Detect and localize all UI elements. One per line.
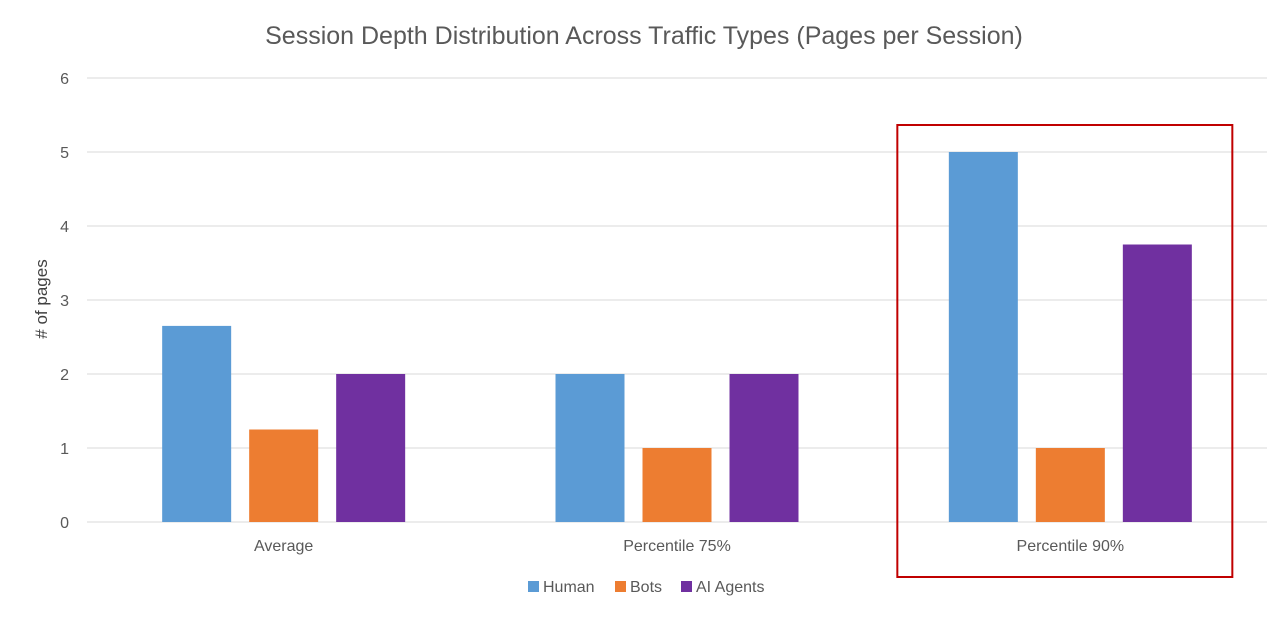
bar-ai-agents bbox=[1122, 244, 1192, 522]
legend-label: AI Agents bbox=[696, 579, 765, 596]
y-axis-title: # of pages bbox=[32, 259, 51, 338]
y-tick-label: 3 bbox=[60, 293, 69, 310]
x-axis-ticks: Average Percentile 75% Percentile 90% bbox=[254, 538, 1124, 555]
bars bbox=[162, 152, 1192, 522]
legend-swatch-ai-agents bbox=[681, 581, 692, 592]
y-axis-ticks: 0 1 2 3 4 5 6 bbox=[60, 71, 69, 532]
y-tick-label: 4 bbox=[60, 219, 69, 236]
x-tick-label: Percentile 90% bbox=[1017, 538, 1125, 555]
legend-swatch-bots bbox=[615, 581, 626, 592]
bar-bots bbox=[249, 429, 319, 522]
y-tick-label: 1 bbox=[60, 441, 69, 458]
highlight-box-group bbox=[896, 124, 1234, 578]
legend: Human Bots AI Agents bbox=[528, 579, 765, 596]
x-tick-label: Percentile 75% bbox=[623, 538, 731, 555]
chart-title: Session Depth Distribution Across Traffi… bbox=[265, 22, 1023, 50]
bar-ai-agents bbox=[729, 374, 799, 522]
bar-human bbox=[555, 374, 625, 522]
bar-human bbox=[162, 325, 232, 522]
legend-swatch-human bbox=[528, 581, 539, 592]
y-tick-label: 5 bbox=[60, 145, 69, 162]
bar-bots bbox=[642, 448, 712, 522]
x-tick-label: Average bbox=[254, 538, 313, 555]
bar-bots bbox=[1035, 448, 1105, 522]
y-tick-label: 0 bbox=[60, 515, 69, 532]
bar-human bbox=[948, 152, 1018, 522]
legend-label: Human bbox=[543, 579, 595, 596]
highlight-box bbox=[896, 124, 1234, 578]
y-tick-label: 6 bbox=[60, 71, 69, 88]
bar-ai-agents bbox=[336, 374, 406, 522]
y-tick-label: 2 bbox=[60, 367, 69, 384]
legend-label: Bots bbox=[630, 579, 662, 596]
